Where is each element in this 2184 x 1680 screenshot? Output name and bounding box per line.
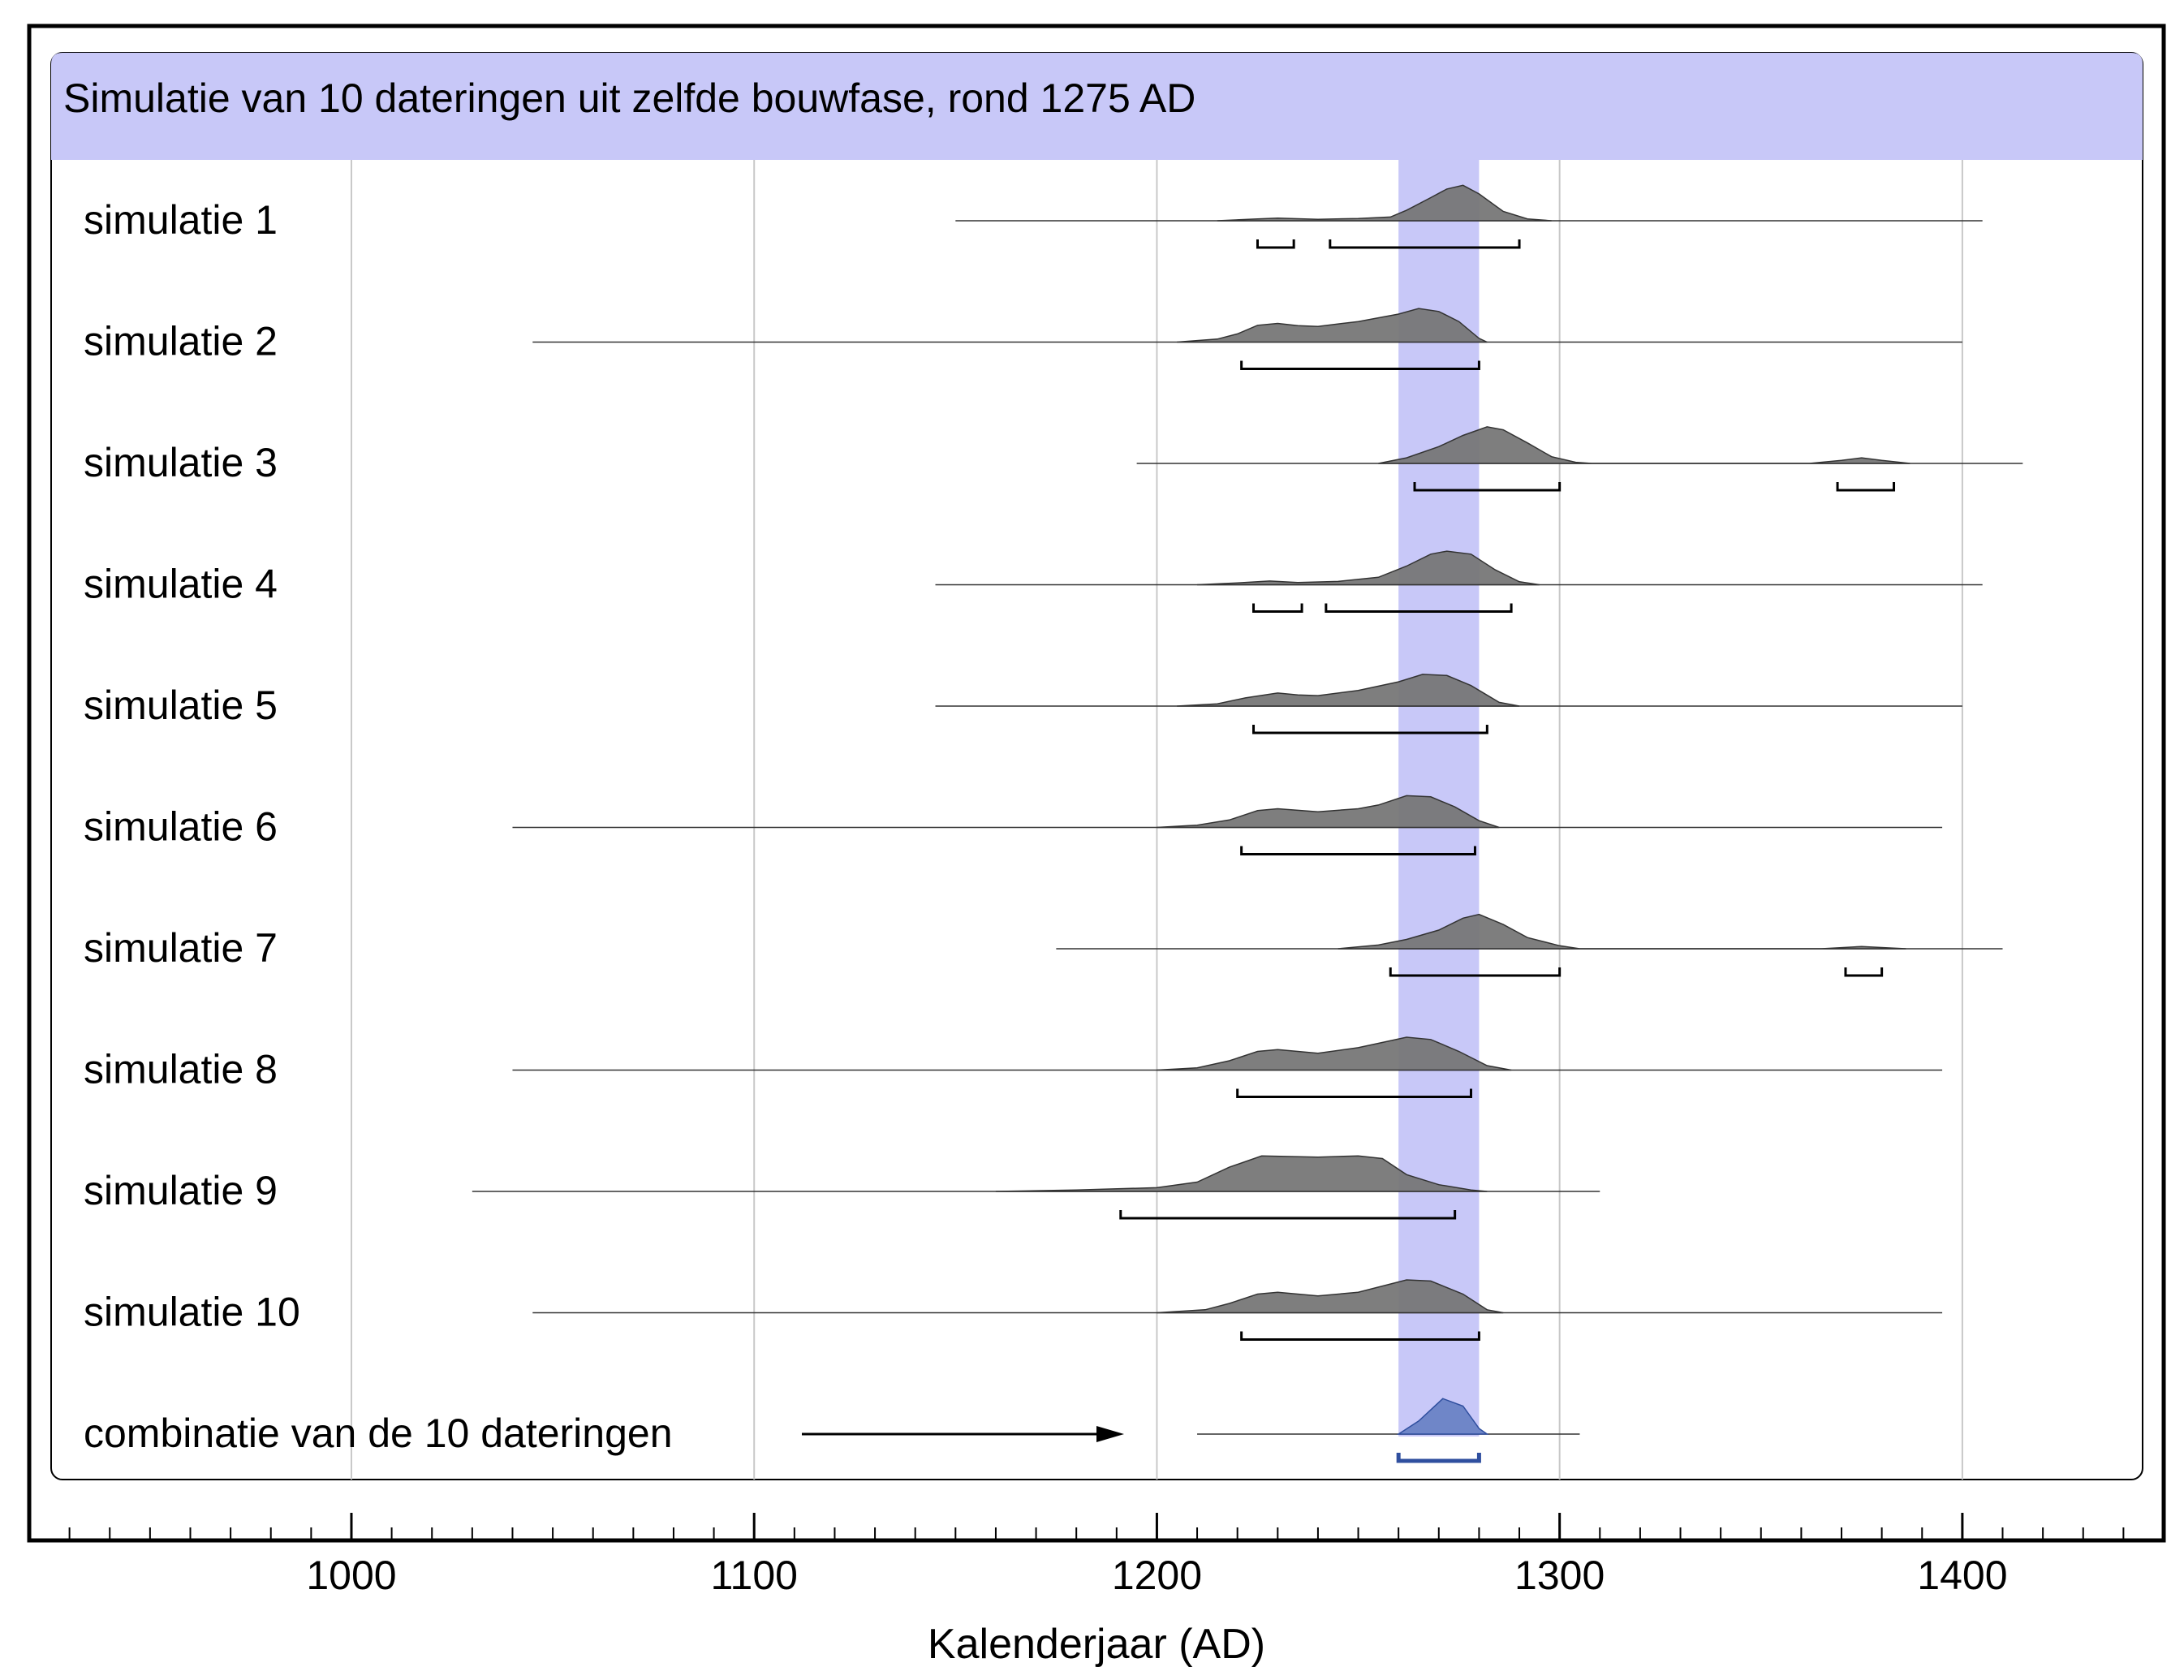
series-9: simulatie 9 [84, 1155, 1600, 1220]
series-label: simulatie 5 [84, 683, 278, 728]
chart-title: Simulatie van 10 dateringen uit zelfde b… [63, 75, 1195, 121]
range-bracket [1844, 967, 1884, 977]
range-bracket [1240, 1331, 1480, 1341]
range-bracket [1252, 603, 1303, 613]
series-density [1217, 184, 1552, 222]
range-bracket [1389, 967, 1562, 977]
series-2: simulatie 2 [84, 308, 1962, 370]
series-density [1378, 426, 1910, 464]
series-density [1197, 550, 1540, 586]
range-bracket [1119, 1210, 1457, 1220]
series-3: simulatie 3 [84, 426, 2023, 492]
series-7: simulatie 7 [84, 913, 2003, 977]
range-bracket [1240, 360, 1480, 370]
range-bracket [1236, 1088, 1472, 1098]
grid-layer [350, 160, 1963, 1480]
series-density [1157, 795, 1500, 829]
x-tick-label: 1100 [710, 1553, 798, 1598]
series-6: simulatie 6 [84, 795, 1943, 855]
x-axis: 1000 1100 1200 1300 1400 [68, 1513, 2125, 1598]
range-bracket [1836, 482, 1896, 492]
x-tick-label: 1300 [1514, 1553, 1605, 1598]
series-layer: simulatie 1 simulatie 2 simulatie 3 simulat… [84, 184, 2023, 1463]
range-bracket [1413, 482, 1562, 492]
series-density [995, 1155, 1488, 1192]
series-density [1177, 308, 1488, 343]
series-density [1396, 1398, 1489, 1435]
header-band [51, 53, 2143, 160]
series-label: simulatie 9 [84, 1168, 278, 1213]
range-bracket [1396, 1453, 1481, 1463]
series-density [1157, 1036, 1512, 1071]
series-4: simulatie 4 [84, 550, 1983, 613]
series-label: simulatie 7 [84, 925, 278, 971]
series-5: simulatie 5 [84, 674, 1962, 734]
series-density [1338, 913, 1906, 950]
x-tick-label: 1200 [1112, 1553, 1202, 1598]
range-bracket [1252, 725, 1488, 734]
range-bracket [1256, 239, 1295, 249]
series-8: simulatie 8 [84, 1036, 1943, 1098]
range-bracket [1329, 239, 1521, 249]
series-label: simulatie 6 [84, 804, 278, 850]
series-density [1177, 674, 1520, 707]
series-label: simulatie 8 [84, 1047, 278, 1092]
range-bracket [1240, 846, 1476, 855]
series-label: simulatie 2 [84, 319, 278, 364]
series-label: combinatie van de 10 dateringen [84, 1411, 673, 1456]
series-label: simulatie 3 [84, 440, 278, 485]
series-density [1157, 1279, 1504, 1314]
x-axis-label: Kalenderjaar (AD) [928, 1621, 1265, 1668]
series-label: simulatie 10 [84, 1290, 300, 1335]
x-tick-label: 1400 [1917, 1553, 2007, 1598]
inner-panel [50, 52, 2143, 1480]
range-bracket [1325, 603, 1513, 613]
series-label: simulatie 4 [84, 562, 278, 607]
series-11: combinatie van de 10 dateringen [84, 1398, 1580, 1463]
pointer-arrow-head [1096, 1426, 1124, 1442]
x-tick-label: 1000 [306, 1553, 396, 1598]
series-1: simulatie 1 [84, 184, 1983, 249]
series-label: simulatie 1 [84, 197, 278, 243]
series-10: simulatie 10 [84, 1279, 1943, 1341]
